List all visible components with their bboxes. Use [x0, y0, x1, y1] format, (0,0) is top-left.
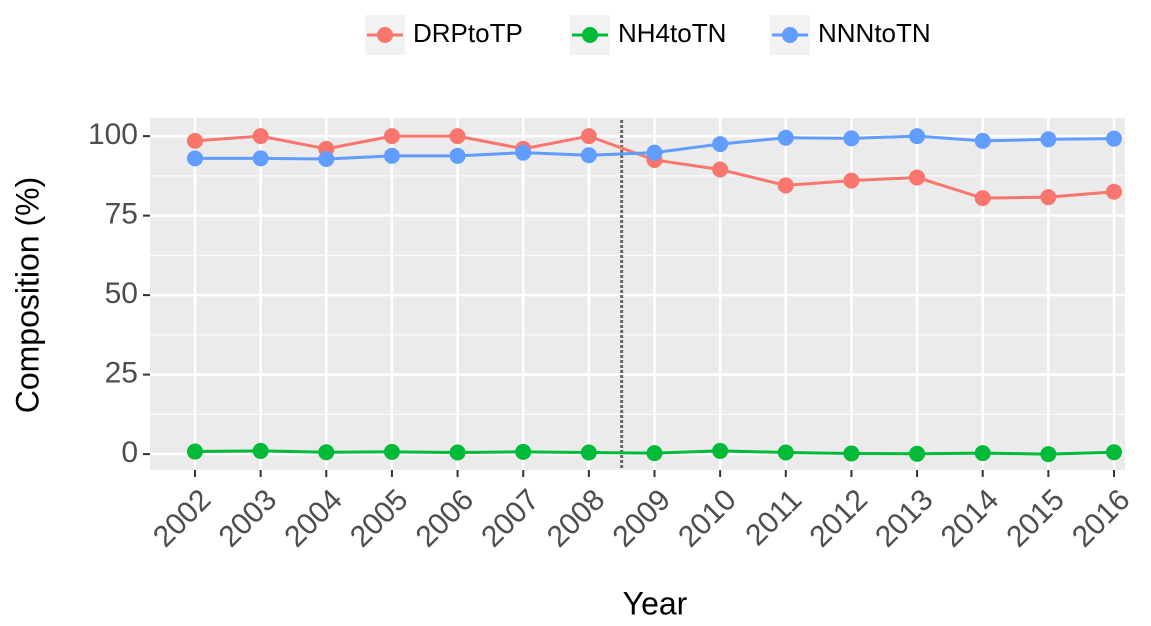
x-tick-label: 2004 — [278, 483, 349, 554]
point — [580, 147, 597, 164]
x-tick-label: 2011 — [739, 483, 808, 552]
point — [252, 150, 269, 167]
point — [187, 132, 203, 149]
x-tick-label: 2009 — [607, 483, 678, 554]
point — [909, 445, 926, 462]
point — [974, 132, 991, 149]
point — [383, 147, 400, 164]
x-tick-label: 2002 — [147, 483, 218, 554]
point — [909, 128, 926, 145]
point — [843, 130, 860, 147]
point — [712, 442, 729, 459]
point — [515, 144, 532, 161]
point — [252, 442, 269, 459]
point — [777, 177, 794, 194]
point — [1106, 444, 1122, 461]
point — [383, 128, 400, 145]
point — [318, 151, 335, 168]
point — [318, 444, 335, 461]
legend-label: NH4toTN — [618, 18, 726, 48]
point — [187, 150, 203, 167]
legend-dot — [582, 27, 598, 43]
x-tick-label: 2012 — [803, 483, 874, 554]
point — [580, 444, 597, 461]
y-tick-label: 50 — [105, 277, 138, 310]
legend-label: NNNtoTN — [818, 18, 931, 48]
y-tick-label: 75 — [105, 198, 138, 231]
point — [777, 444, 794, 461]
point — [449, 444, 466, 461]
legend-dot — [782, 27, 798, 43]
point — [909, 169, 926, 186]
point — [974, 445, 991, 462]
x-tick-label: 2016 — [1066, 483, 1137, 554]
x-tick-label: 2005 — [344, 483, 415, 554]
point — [1106, 130, 1122, 147]
x-tick-label: 2013 — [869, 483, 940, 554]
point — [187, 443, 203, 460]
legend-item: DRPtoTP — [365, 15, 523, 55]
point — [1106, 183, 1122, 200]
x-tick-label: 2008 — [541, 483, 612, 554]
x-tick-label: 2015 — [1000, 483, 1071, 554]
x-axis-title: Year — [623, 585, 688, 621]
y-tick-label: 0 — [121, 436, 138, 469]
point — [252, 128, 269, 145]
legend-item: NNNtoTN — [770, 15, 931, 55]
point — [646, 445, 663, 462]
x-tick-label: 2006 — [410, 483, 481, 554]
x-tick-label: 2010 — [672, 483, 743, 554]
legend-dot — [377, 27, 393, 43]
point — [449, 147, 466, 164]
point — [1040, 189, 1057, 206]
x-tick-label: 2014 — [935, 483, 1006, 554]
y-tick-label: 100 — [88, 118, 138, 151]
point — [712, 136, 729, 153]
y-axis-title: Composition (%) — [9, 177, 45, 414]
point — [515, 443, 532, 460]
point — [777, 129, 794, 146]
point — [449, 128, 466, 145]
point — [1040, 446, 1057, 463]
x-tick-label: 2003 — [213, 483, 284, 554]
point — [843, 445, 860, 462]
point — [974, 190, 991, 207]
legend-label: DRPtoTP — [413, 18, 523, 48]
legend-item: NH4toTN — [570, 15, 726, 55]
y-tick-label: 25 — [105, 357, 138, 390]
point — [843, 172, 860, 189]
point — [712, 161, 729, 178]
point — [646, 144, 663, 161]
point — [383, 443, 400, 460]
point — [1040, 131, 1057, 148]
point — [580, 128, 597, 145]
x-tick-label: 2007 — [475, 483, 546, 554]
